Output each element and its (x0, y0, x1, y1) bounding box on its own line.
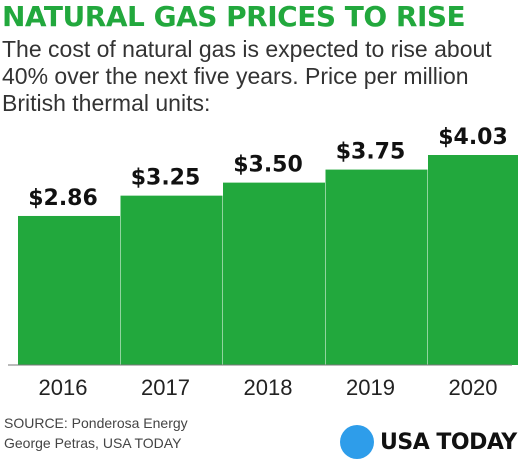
brand-circle-icon (340, 425, 374, 459)
chart-subtitle: The cost of natural gas is expected to r… (2, 36, 492, 116)
bar-value-label-2020: $4.03 (438, 125, 508, 150)
bar-chart: $2.86$3.25$3.50$3.75$4.03 2016 2017 2018 20… (8, 125, 518, 400)
x-tick-label-2019: 2019 (346, 375, 395, 400)
usa-today-logo: USA TODAY (340, 425, 517, 459)
x-tick-label-2020: 2020 (449, 375, 498, 400)
bars-group: $2.86 $3.25 $3.50 $3.75 $4.03 (18, 125, 518, 365)
bar-2020 (428, 155, 518, 365)
source-note: SOURCE: Ponderosa Energy George Petras, … (4, 413, 188, 453)
bar-2017 (120, 195, 223, 365)
bar-2019 (325, 169, 428, 365)
bar-2016 (18, 215, 120, 365)
bar-value-label-2016: $2.86 (28, 186, 98, 211)
x-tick-label-2017: 2017 (141, 375, 190, 400)
bar-value-label-2018: $3.50 (233, 153, 303, 178)
x-tick-label-2018: 2018 (244, 375, 293, 400)
brand-name: USA TODAY (380, 429, 517, 455)
credit-line: George Petras, USA TODAY (4, 435, 182, 451)
x-axis-ticks: 2016 2017 2018 2019 2020 (39, 375, 498, 400)
chart-title: NATURAL GAS PRICES TO RISE (2, 0, 466, 33)
bar-value-label-2019: $3.75 (336, 140, 406, 165)
x-tick-label-2016: 2016 (39, 375, 88, 400)
source-line: SOURCE: Ponderosa Energy (4, 415, 188, 431)
bar-value-label-2017: $3.25 (131, 166, 201, 191)
bar-2018 (223, 182, 325, 365)
